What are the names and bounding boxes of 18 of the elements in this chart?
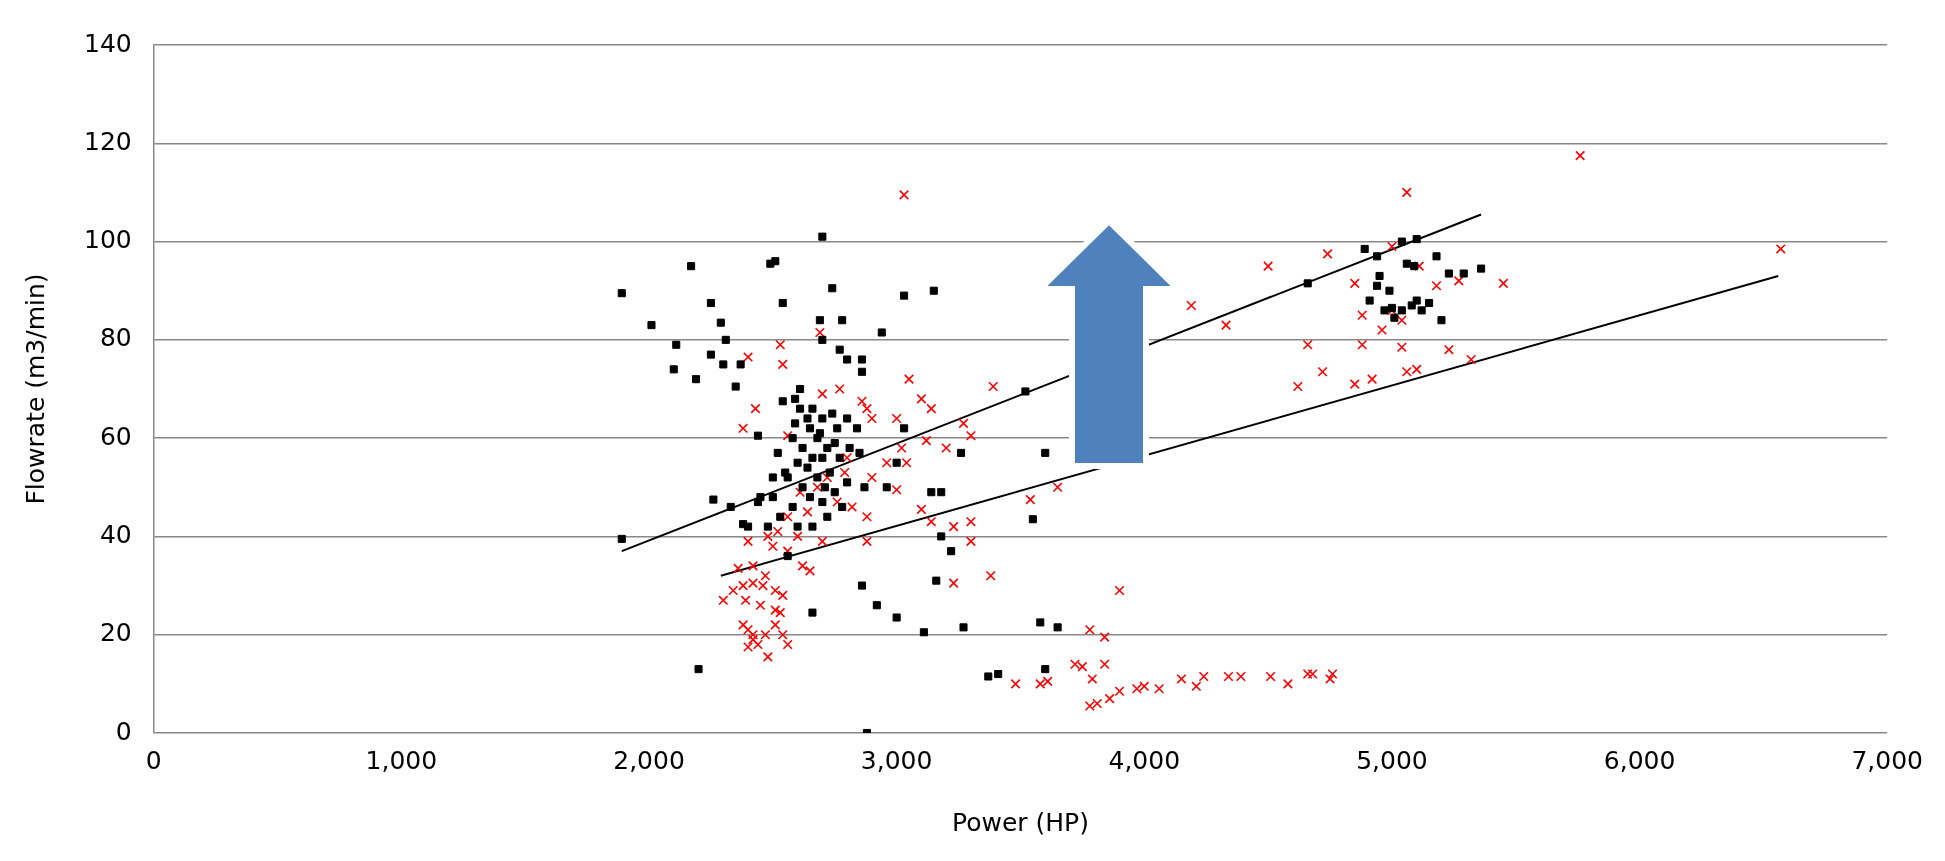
x-tick-label: 2,000 (613, 745, 685, 775)
y-tick-label: 80 (99, 323, 132, 353)
x-axis-title: Power (HP) (952, 807, 1089, 837)
y-tick-label: 0 (115, 716, 132, 746)
x-tick-label: 7,000 (1851, 745, 1923, 775)
x-tick-label: 0 (145, 745, 162, 775)
x-tick-label: 4,000 (1108, 745, 1181, 775)
y-axis-title: Flowrate (m3/min) (20, 273, 50, 505)
y-tick-label: 140 (84, 28, 132, 58)
x-tick-label: 3,000 (860, 745, 933, 775)
y-tick-label: 120 (84, 126, 132, 156)
y-tick-label: 100 (84, 225, 132, 255)
y-tick-label: 20 (99, 618, 132, 648)
y-tick-label: 60 (99, 421, 132, 451)
x-tick-label: 5,000 (1356, 745, 1428, 775)
x-tick-label: 1,000 (365, 745, 438, 775)
x-tick-label: 6,000 (1603, 745, 1676, 775)
y-tick-label: 40 (99, 519, 132, 549)
